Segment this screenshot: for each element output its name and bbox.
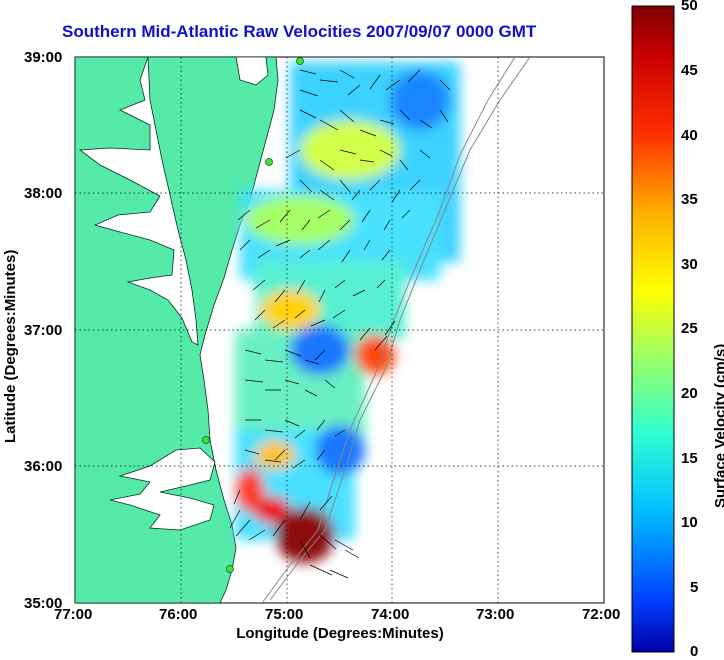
x-tick-label: 77:00 xyxy=(54,606,93,623)
colorbar-tick-label: 25 xyxy=(681,320,698,337)
velocity-vectors xyxy=(229,69,451,579)
colorbar-tick-label: 10 xyxy=(681,514,698,531)
velocity-field xyxy=(235,62,460,563)
colorbar-tick-label: 0 xyxy=(690,643,699,660)
x-tick-label: 73:00 xyxy=(476,606,515,623)
y-tick-label: 39:00 xyxy=(24,49,63,66)
y-tick-label: 36:00 xyxy=(24,458,63,475)
bay-water xyxy=(78,57,199,346)
bay-water-south xyxy=(109,447,216,531)
x-tick-label: 76:00 xyxy=(159,606,198,623)
colorbar-tick-label: 50 xyxy=(681,0,698,14)
delaware-bay xyxy=(235,57,269,86)
colorbar-tick-label: 30 xyxy=(681,256,698,273)
colorbar xyxy=(631,5,675,653)
colorbar-tick-label: 35 xyxy=(681,191,698,208)
map-title: Southern Mid-Atlantic Raw Velocities 200… xyxy=(62,22,537,41)
colorbar-label: Surface Velocity (cm/s) xyxy=(712,343,724,508)
x-tick-label: 72:00 xyxy=(582,606,621,623)
x-axis-label: Longitude (Degrees:Minutes) xyxy=(236,625,444,642)
y-axis-label: Latitude (Degrees:Minutes) xyxy=(2,249,19,443)
y-tick-label: 35:00 xyxy=(24,595,63,612)
y-tick-label: 38:00 xyxy=(24,185,63,202)
x-tick-label: 74:00 xyxy=(371,606,410,623)
y-tick-label: 37:00 xyxy=(24,322,63,339)
radar-stations xyxy=(202,57,304,573)
isobath-lines xyxy=(261,57,531,603)
colorbar-tick-label: 5 xyxy=(690,579,699,596)
x-tick-label: 75:00 xyxy=(265,606,304,623)
colorbar-tick-label: 40 xyxy=(681,127,698,144)
colorbar-tick-label: 15 xyxy=(681,450,698,467)
colorbar-tick-label: 20 xyxy=(681,385,698,402)
grid-lines xyxy=(75,57,604,603)
colorbar-tick-label: 45 xyxy=(681,62,698,79)
